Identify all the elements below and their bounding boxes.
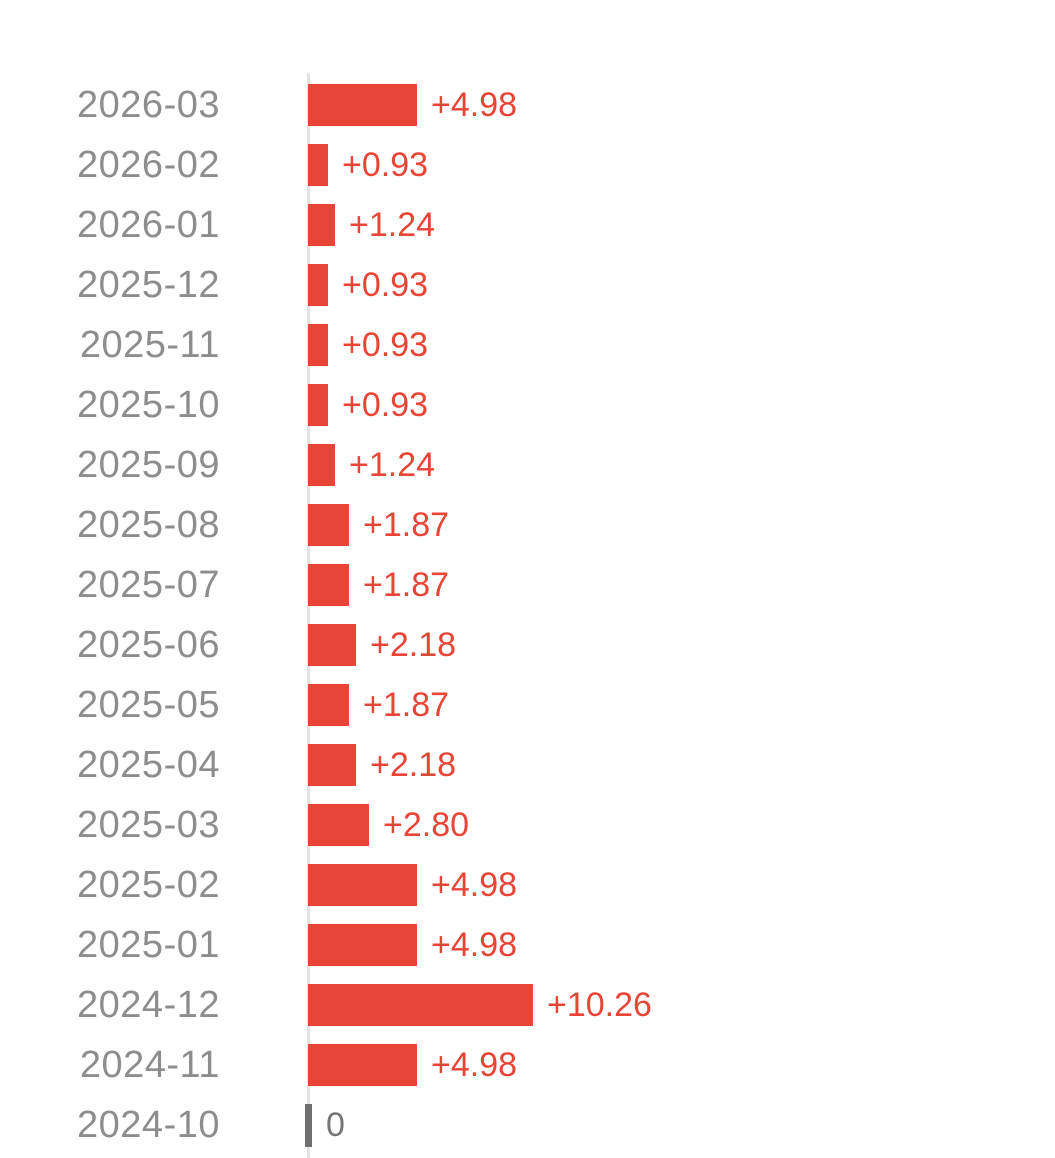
value-label: +1.87	[363, 686, 450, 724]
bar-area: +10.26	[308, 984, 652, 1026]
chart-row: 2025-06 +2.18	[0, 615, 1055, 675]
bar-area: +4.98	[308, 864, 517, 906]
value-label: +1.24	[349, 206, 436, 244]
value-label: +1.24	[349, 446, 436, 484]
category-label: 2025-05	[77, 684, 220, 726]
bar	[308, 1044, 417, 1086]
bar-area: +1.87	[308, 684, 449, 726]
value-label: +1.87	[363, 506, 450, 544]
bar	[308, 684, 349, 726]
value-label: +4.98	[431, 866, 518, 904]
category-label: 2026-01	[77, 204, 220, 246]
bar-area: +2.18	[308, 624, 456, 666]
category-label: 2024-12	[77, 984, 220, 1026]
value-label: +4.98	[431, 86, 518, 124]
chart-row: 2024-10 0	[0, 1095, 1055, 1155]
zero-tick	[305, 1103, 312, 1147]
bar	[308, 744, 356, 786]
bar	[308, 804, 369, 846]
chart-rows: 2026-03 +4.98 2026-02 +0.93 2026-01 +1.24 2025…	[0, 75, 1055, 1155]
bar	[308, 144, 328, 186]
chart-row: 2025-09 +1.24	[0, 435, 1055, 495]
category-label: 2025-09	[77, 444, 220, 486]
category-label: 2025-10	[77, 384, 220, 426]
chart-row: 2025-10 +0.93	[0, 375, 1055, 435]
bar	[308, 264, 328, 306]
bar-area: +1.87	[308, 504, 449, 546]
bar-area: +2.80	[308, 804, 469, 846]
bar	[308, 864, 417, 906]
category-label: 2024-11	[79, 1044, 220, 1086]
bar-area: 0	[305, 1103, 345, 1147]
bar	[308, 504, 349, 546]
bar	[308, 384, 328, 426]
bar	[308, 84, 417, 126]
category-label: 2025-07	[77, 564, 220, 606]
chart-row: 2025-08 +1.87	[0, 495, 1055, 555]
chart-row: 2024-11 +4.98	[0, 1035, 1055, 1095]
bar-area: +2.18	[308, 744, 456, 786]
category-label: 2025-04	[77, 744, 220, 786]
value-label: +2.80	[383, 806, 470, 844]
chart-row: 2026-01 +1.24	[0, 195, 1055, 255]
chart-row: 2025-02 +4.98	[0, 855, 1055, 915]
zero-axis-line	[307, 73, 310, 1158]
chart-row: 2025-04 +2.18	[0, 735, 1055, 795]
value-label: +0.93	[342, 326, 429, 364]
bar-area: +4.98	[308, 924, 517, 966]
bar-area: +1.24	[308, 204, 435, 246]
bar	[308, 924, 417, 966]
bar	[308, 564, 349, 606]
bar-area: +1.87	[308, 564, 449, 606]
value-label: 0	[326, 1106, 345, 1144]
bar-area: +4.98	[308, 1044, 517, 1086]
chart-row: 2026-02 +0.93	[0, 135, 1055, 195]
category-label: 2025-11	[79, 324, 220, 366]
bar-area: +0.93	[308, 144, 428, 186]
value-label: +0.93	[342, 266, 429, 304]
value-label: +0.93	[342, 386, 429, 424]
value-label: +2.18	[370, 626, 457, 664]
chart-row: 2025-03 +2.80	[0, 795, 1055, 855]
value-label: +10.26	[547, 986, 652, 1024]
category-label: 2025-06	[77, 624, 220, 666]
bar-area: +0.93	[308, 324, 428, 366]
chart-row: 2026-03 +4.98	[0, 75, 1055, 135]
chart-row: 2025-01 +4.98	[0, 915, 1055, 975]
chart-row: 2025-11 +0.93	[0, 315, 1055, 375]
value-label: +4.98	[431, 1046, 518, 1084]
value-label: +2.18	[370, 746, 457, 784]
category-label: 2025-12	[77, 264, 220, 306]
bar	[308, 984, 533, 1026]
bar	[308, 204, 335, 246]
value-label: +0.93	[342, 146, 429, 184]
bar	[308, 444, 335, 486]
chart-row: 2025-07 +1.87	[0, 555, 1055, 615]
category-label: 2025-02	[77, 864, 220, 906]
bar-area: +1.24	[308, 444, 435, 486]
chart-row: 2025-05 +1.87	[0, 675, 1055, 735]
value-label: +1.87	[363, 566, 450, 604]
category-label: 2025-08	[77, 504, 220, 546]
chart-row: 2024-12 +10.26	[0, 975, 1055, 1035]
category-label: 2024-10	[77, 1104, 220, 1146]
bar-area: +4.98	[308, 84, 517, 126]
bar	[308, 624, 356, 666]
value-label: +4.98	[431, 926, 518, 964]
chart-row: 2025-12 +0.93	[0, 255, 1055, 315]
category-label: 2026-02	[77, 144, 220, 186]
bar	[308, 324, 328, 366]
category-label: 2026-03	[77, 84, 220, 126]
category-label: 2025-03	[77, 804, 220, 846]
category-label: 2025-01	[77, 924, 220, 966]
bar-area: +0.93	[308, 264, 428, 306]
bar-area: +0.93	[308, 384, 428, 426]
